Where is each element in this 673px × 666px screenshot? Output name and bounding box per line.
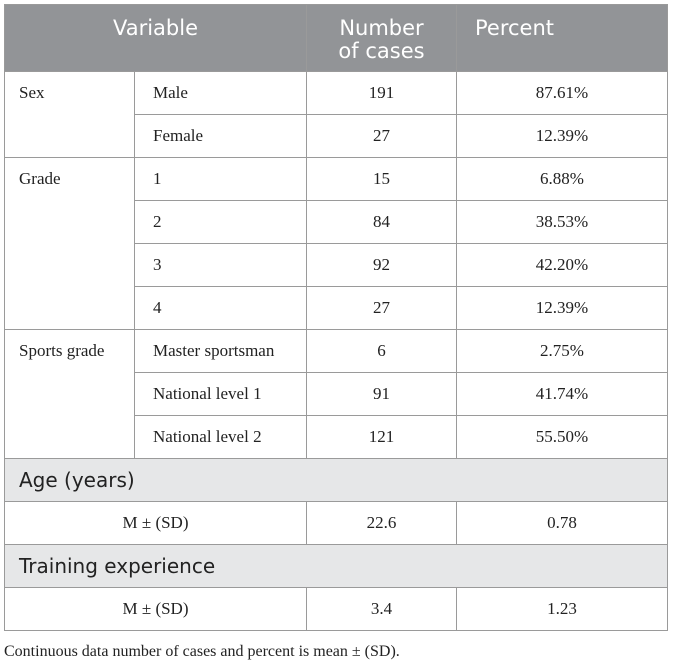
- subcategory: 2: [134, 200, 307, 244]
- section-title: Age (years): [4, 458, 668, 502]
- cases-value: 6: [306, 329, 457, 373]
- mean-value: 22.6: [306, 501, 457, 545]
- header-number-of-cases: Number of cases: [306, 4, 457, 72]
- subcategory: Male: [134, 71, 307, 115]
- stat-label: M ± (SD): [4, 501, 307, 545]
- percent-value: 38.53%: [456, 200, 668, 244]
- section-title: Training experience: [4, 544, 668, 588]
- cases-value: 121: [306, 415, 457, 459]
- table-footnote: Continuous data number of cases and perc…: [4, 643, 400, 660]
- sd-value: 0.78: [456, 501, 668, 545]
- percent-value: 41.74%: [456, 372, 668, 416]
- group-label: Grade: [4, 157, 135, 201]
- sd-value: 1.23: [456, 587, 668, 631]
- table-row: Sports grade Master sportsman 6 2.75%: [4, 329, 668, 373]
- header-percent: Percent: [456, 4, 668, 72]
- subcategory: 3: [134, 243, 307, 287]
- table-row: Female 27 12.39%: [4, 114, 668, 158]
- table-header-row: Variable Number of cases Percent: [4, 4, 668, 72]
- percent-value: 2.75%: [456, 329, 668, 373]
- cases-value: 191: [306, 71, 457, 115]
- header-variable: Variable: [4, 4, 307, 72]
- percent-value: 6.88%: [456, 157, 668, 201]
- subcategory: 4: [134, 286, 307, 330]
- percent-value: 12.39%: [456, 114, 668, 158]
- stat-label: M ± (SD): [4, 587, 307, 631]
- section-header-row: Age (years): [4, 458, 668, 502]
- cases-value: 92: [306, 243, 457, 287]
- group-label: Sports grade: [4, 329, 135, 373]
- cases-value: 27: [306, 114, 457, 158]
- cases-value: 15: [306, 157, 457, 201]
- table-row: Grade 1 15 6.88%: [4, 157, 668, 201]
- table-row: 3 92 42.20%: [4, 243, 668, 287]
- table-row: National level 2 121 55.50%: [4, 415, 668, 459]
- cases-value: 84: [306, 200, 457, 244]
- subcategory: National level 1: [134, 372, 307, 416]
- percent-value: 12.39%: [456, 286, 668, 330]
- subcategory: 1: [134, 157, 307, 201]
- table-row: Sex Male 191 87.61%: [4, 71, 668, 115]
- percent-value: 87.61%: [456, 71, 668, 115]
- group-label: Sex: [4, 71, 135, 115]
- percent-value: 42.20%: [456, 243, 668, 287]
- percent-value: 55.50%: [456, 415, 668, 459]
- table-row: M ± (SD) 22.6 0.78: [4, 501, 668, 545]
- table-row: National level 1 91 41.74%: [4, 372, 668, 416]
- cases-value: 27: [306, 286, 457, 330]
- mean-value: 3.4: [306, 587, 457, 631]
- subcategory: Female: [134, 114, 307, 158]
- subcategory: Master sportsman: [134, 329, 307, 373]
- table-row: 2 84 38.53%: [4, 200, 668, 244]
- section-header-row: Training experience: [4, 544, 668, 588]
- demographics-table: Variable Number of cases Percent Sex Male…: [4, 4, 668, 631]
- table-row: M ± (SD) 3.4 1.23: [4, 587, 668, 631]
- subcategory: National level 2: [134, 415, 307, 459]
- table-row: 4 27 12.39%: [4, 286, 668, 330]
- cases-value: 91: [306, 372, 457, 416]
- demographics-table-container: Variable Number of cases Percent Sex Male…: [4, 4, 668, 631]
